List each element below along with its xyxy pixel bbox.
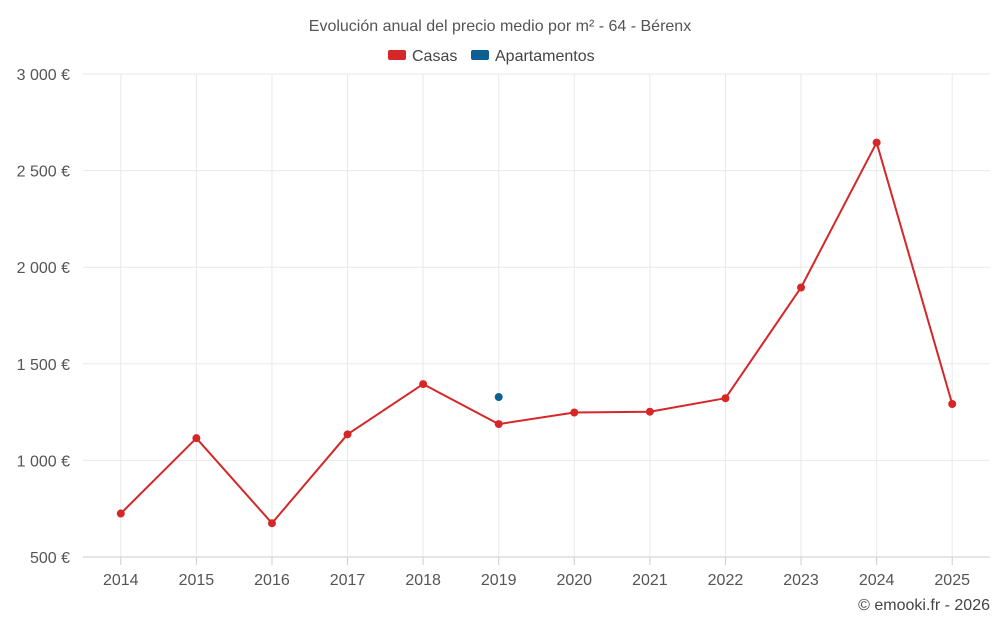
x-tick-label: 2018	[405, 572, 441, 589]
data-point-casas-2022[interactable]	[721, 394, 730, 403]
x-tick-label: 2019	[481, 572, 517, 589]
data-point-apartamentos-2019[interactable]	[494, 393, 503, 402]
x-tick-label: 2020	[556, 572, 592, 589]
data-point-casas-2021[interactable]	[645, 407, 654, 416]
credit: © emooki.fr - 2026	[858, 597, 990, 614]
legend: Casas Apartamentos	[388, 48, 595, 65]
grid	[83, 73, 990, 558]
legend-swatch-casas	[388, 50, 406, 60]
legend-item-casas[interactable]: Casas	[388, 48, 457, 65]
x-tick-label: 2015	[179, 572, 215, 589]
data-point-casas-2015[interactable]	[192, 434, 201, 443]
legend-label-casas: Casas	[412, 48, 457, 65]
y-tick-label: 1 500 €	[17, 357, 70, 374]
x-tick-label: 2016	[254, 572, 290, 589]
x-tick-label: 2025	[934, 572, 970, 589]
data-point-casas-2014[interactable]	[116, 509, 125, 518]
data-point-casas-2018[interactable]	[419, 380, 428, 389]
y-tick-label: 2 000 €	[17, 260, 70, 277]
series	[116, 138, 957, 528]
x-tick-label: 2014	[103, 572, 139, 589]
x-axis-ticks: 2014 2015 2016 2017 2018 2019 2020 2021 2022 2023…	[103, 557, 970, 589]
data-point-casas-2019[interactable]	[494, 420, 503, 429]
data-point-casas-2016[interactable]	[267, 519, 276, 528]
data-point-casas-2017[interactable]	[343, 430, 352, 439]
data-point-casas-2020[interactable]	[570, 408, 579, 417]
x-tick-label: 2024	[859, 572, 895, 589]
legend-label-apartamentos: Apartamentos	[495, 48, 595, 65]
y-axis-ticks: 500 € 1 000 € 1 500 € 2 000 € 2 500 € 3 000 €	[17, 67, 70, 567]
x-tick-label: 2021	[632, 572, 668, 589]
data-point-casas-2023[interactable]	[797, 283, 806, 292]
legend-swatch-apartamentos	[471, 50, 489, 60]
y-tick-label: 2 500 €	[17, 164, 70, 181]
data-point-casas-2025[interactable]	[948, 399, 957, 408]
series-line-casas	[120, 141, 954, 525]
data-point-casas-2024[interactable]	[872, 138, 881, 147]
y-tick-label: 1 000 €	[17, 453, 70, 470]
y-tick-label: 500 €	[30, 550, 70, 567]
chart-title: Evolución anual del precio medio por m² …	[309, 18, 691, 35]
legend-item-apartamentos[interactable]: Apartamentos	[471, 48, 595, 65]
y-tick-label: 3 000 €	[17, 67, 70, 84]
x-tick-label: 2023	[783, 572, 819, 589]
x-tick-label: 2022	[708, 572, 744, 589]
x-tick-label: 2017	[330, 572, 366, 589]
